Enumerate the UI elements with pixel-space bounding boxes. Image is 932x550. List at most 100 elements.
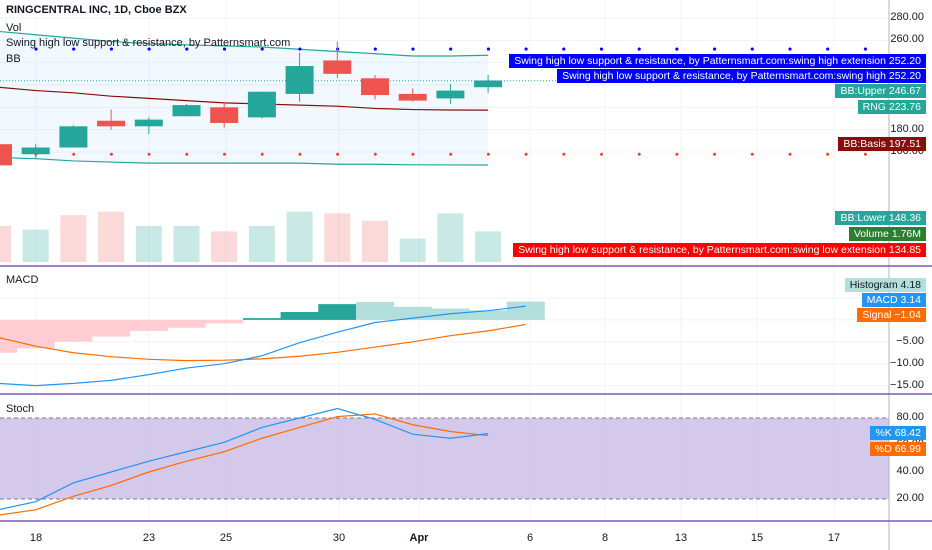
macd-histogram-bar <box>242 318 281 320</box>
macd-histogram-bar <box>356 301 394 320</box>
macd-histogram-bar <box>469 310 508 320</box>
swing-low-dot <box>260 152 264 156</box>
swing-high-dot <box>562 47 566 51</box>
swing-low-dot <box>185 152 189 156</box>
macd-histogram-bar <box>167 319 206 328</box>
swing-high-dot <box>185 47 189 51</box>
value-tag-swing-low-ext: Swing high low support & resistance, by … <box>513 243 926 257</box>
candle-body <box>59 126 88 148</box>
time-tick-label: 18 <box>29 532 43 544</box>
macd-histogram-bar <box>205 319 244 324</box>
candle-body <box>21 147 50 155</box>
macd-histogram-bar <box>92 319 131 337</box>
volume-bar <box>475 231 502 262</box>
swing-low-dot <box>826 152 830 156</box>
swing-high-dot <box>449 47 453 51</box>
bb-indicator-label[interactable]: BB <box>6 53 21 65</box>
macd-histogram-bar <box>129 319 168 331</box>
swing-indicator-label[interactable]: Swing high low support & resistance, by … <box>6 37 291 49</box>
volume-bar <box>0 226 11 262</box>
swing-high-dot <box>750 47 754 51</box>
vol-indicator-label[interactable]: Vol <box>6 22 22 34</box>
value-tag-signal: Signal −1.04 <box>857 308 926 322</box>
candle-body <box>210 107 239 123</box>
time-tick-label: 8 <box>601 532 609 544</box>
swing-high-dot <box>34 47 38 51</box>
swing-high-dot <box>411 47 415 51</box>
value-tag-bb-basis: BB:Basis 197.51 <box>838 137 926 151</box>
value-tag-volume: Volume 1.76M <box>848 227 926 241</box>
time-tick-label: Apr <box>409 532 429 544</box>
candle-body <box>474 80 503 88</box>
stoch-band-fill <box>0 418 889 499</box>
swing-high-dot <box>713 47 717 51</box>
swing-high-dot <box>826 47 830 51</box>
value-tag-d: %D 66.99 <box>869 442 926 456</box>
swing-high-dot <box>222 47 227 51</box>
stoch-pane-label[interactable]: Stoch <box>6 403 35 415</box>
swing-low-dot <box>449 152 453 156</box>
swing-high-dot <box>863 47 868 51</box>
swing-low-dot <box>788 152 792 156</box>
time-tick-label: 13 <box>674 532 688 544</box>
candle-body <box>361 78 389 96</box>
macd-histogram-bar <box>0 319 17 353</box>
bb-band-fill <box>0 31 489 165</box>
stoch-pane <box>0 407 889 516</box>
swing-low-dot <box>750 152 754 156</box>
bb-upper-line <box>0 30 489 57</box>
swing-high-dot <box>72 47 76 51</box>
time-tick-label: 30 <box>332 532 346 544</box>
swing-high-dot <box>147 47 151 51</box>
macd-pane-label[interactable]: MACD <box>6 274 39 286</box>
time-tick-label: 15 <box>750 532 764 544</box>
swing-dots <box>34 47 868 156</box>
swing-high-dot <box>109 47 113 51</box>
bollinger-lines <box>0 30 889 166</box>
macd-pane <box>0 301 545 387</box>
volume-bar <box>60 215 87 262</box>
volume-bar <box>173 226 200 262</box>
volume-bar <box>399 238 426 262</box>
time-tick-label: 25 <box>219 532 233 544</box>
swing-low-dot <box>223 152 226 156</box>
price-tick-label: 260.00 <box>890 33 924 46</box>
macd-histogram-bar <box>54 319 93 342</box>
volume-bar <box>437 213 464 262</box>
candle-body <box>436 90 465 99</box>
swing-low-dot <box>298 152 302 156</box>
volume-bar <box>135 226 162 262</box>
bb-lower-line <box>0 157 489 166</box>
swing-high-dot <box>599 47 604 51</box>
candle-body <box>134 119 163 127</box>
swing-low-dot <box>637 152 641 156</box>
swing-low-dot <box>147 152 151 156</box>
candle-body <box>172 105 201 117</box>
volume-bars <box>0 211 502 262</box>
bollinger-band-fill <box>0 31 489 165</box>
candle-body <box>97 120 126 127</box>
value-tag-k: %K 68.42 <box>870 426 926 440</box>
bb-basis-line <box>0 86 489 111</box>
candlesticks <box>0 41 503 166</box>
swing-high-dot <box>524 47 528 51</box>
macd-histogram-bar <box>318 304 357 320</box>
swing-high-dot <box>486 47 490 51</box>
stoch-k-line <box>0 407 489 510</box>
signal-line <box>0 323 526 362</box>
swing-high-dot <box>788 47 792 51</box>
swing-low-dot <box>675 152 679 156</box>
time-tick-label: 23 <box>142 532 156 544</box>
stoch-tick-label: 80.00 <box>896 411 924 423</box>
value-tag-bb-lower: BB:Lower 148.36 <box>835 211 926 225</box>
swing-low-dot <box>713 152 717 156</box>
stoch-tick-label: 20.00 <box>896 492 924 504</box>
chart-title: RINGCENTRAL INC, 1D, Cboe BZX <box>6 4 187 16</box>
volume-bar <box>98 211 125 262</box>
volume-bar <box>211 231 238 262</box>
value-tag-rng: RNG 223.76 <box>857 100 926 114</box>
candle-body <box>398 93 427 101</box>
swing-high-dot <box>373 47 377 51</box>
macd-tick-label: −10.00 <box>890 356 924 369</box>
